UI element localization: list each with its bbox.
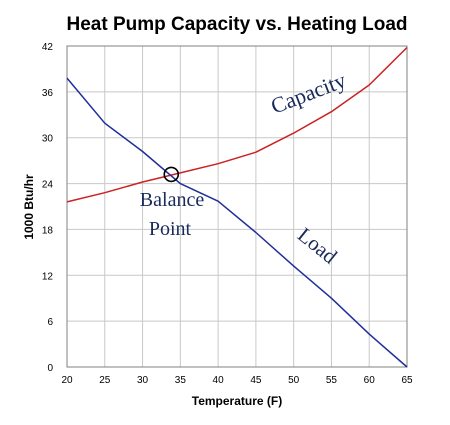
x-tick-label: 45 bbox=[250, 375, 262, 386]
y-tick-label: 12 bbox=[42, 271, 54, 282]
chart-title: Heat Pump Capacity vs. Heating Load bbox=[66, 14, 407, 35]
balance-point-label-line2: Point bbox=[149, 218, 192, 240]
y-tick-label: 42 bbox=[42, 42, 54, 53]
y-tick-label: 18 bbox=[42, 225, 54, 236]
y-axis-title: 1000 Btu/hr bbox=[22, 174, 36, 240]
y-tick-label: 6 bbox=[47, 317, 53, 328]
capacity-annotation: Capacity bbox=[267, 67, 349, 118]
x-tick-label: 50 bbox=[288, 375, 300, 386]
y-tick-label: 0 bbox=[47, 363, 53, 374]
plot-frame bbox=[66, 45, 408, 368]
x-tick-label: 55 bbox=[326, 375, 338, 386]
x-tick-label: 30 bbox=[137, 375, 149, 386]
balance-point-marker bbox=[163, 166, 180, 183]
x-tick-label: 20 bbox=[61, 375, 73, 386]
series-lines bbox=[66, 46, 408, 368]
x-tick-label: 35 bbox=[175, 375, 187, 386]
y-tick-label: 24 bbox=[42, 180, 54, 191]
y-tick-label: 36 bbox=[42, 88, 54, 99]
tick-labels: 20 25 30 35 40 45 50 55 60 65 0 6 12 18 24 30 36 42 bbox=[42, 42, 413, 386]
y-tick-label: 30 bbox=[42, 134, 54, 145]
x-tick-label: 25 bbox=[99, 375, 111, 386]
balance-point-label-line1: Balance bbox=[140, 189, 205, 211]
x-tick-label: 40 bbox=[213, 375, 225, 386]
x-tick-label: 60 bbox=[364, 375, 376, 386]
x-axis-title: Temperature (F) bbox=[192, 394, 282, 408]
load-line bbox=[66, 77, 408, 368]
x-tick-label: 65 bbox=[401, 375, 413, 386]
capacity-line bbox=[66, 46, 408, 203]
